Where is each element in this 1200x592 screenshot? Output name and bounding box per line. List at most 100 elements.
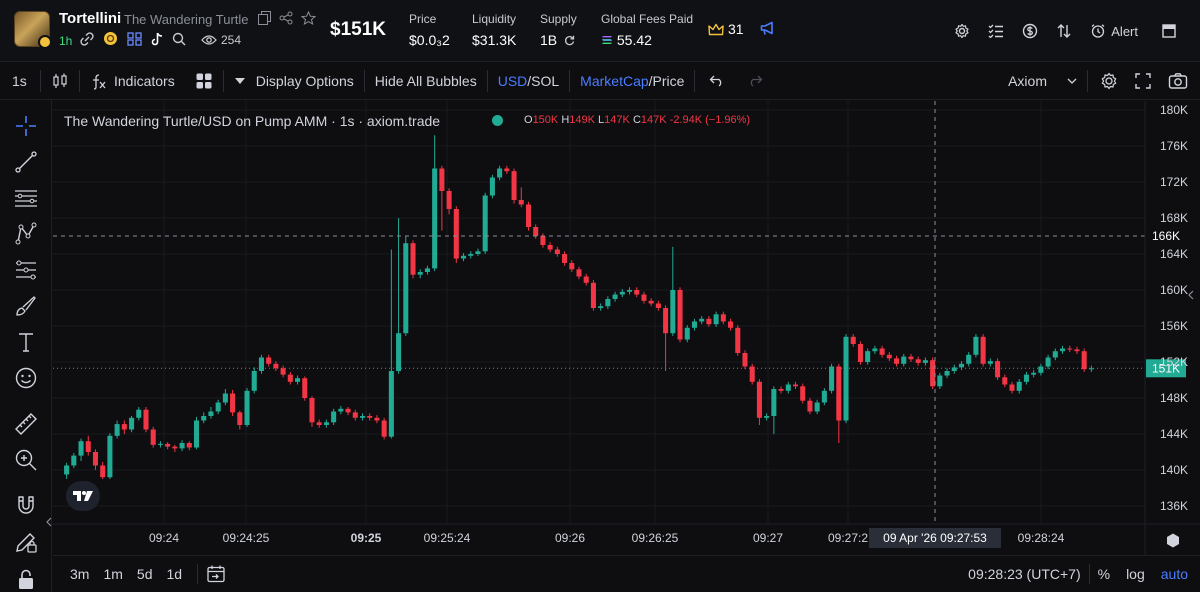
swap-arrows-icon[interactable] [1056, 23, 1072, 39]
fib-tool[interactable] [13, 257, 39, 283]
pump-coin-icon[interactable] [103, 31, 118, 46]
log-toggle[interactable]: log [1126, 566, 1145, 582]
ruler-tool[interactable] [13, 411, 39, 437]
metric-price[interactable]: Price [652, 72, 685, 89]
crosshair-price-tag [1146, 227, 1186, 245]
dollar-coin-icon[interactable] [1022, 23, 1038, 39]
stat-liquidity-value: $31.3K [472, 32, 517, 48]
candle-body [222, 393, 228, 403]
token-age: 1h [59, 34, 73, 48]
candle-body [352, 412, 358, 418]
header-actions: Alert [954, 20, 1200, 42]
redo-button[interactable] [739, 62, 771, 100]
display-options-button[interactable]: Display Options [224, 62, 364, 100]
fullscreen-button[interactable] [1126, 62, 1160, 100]
candle-body [388, 371, 394, 437]
settings-icon[interactable] [954, 23, 970, 39]
view-count-value: 254 [221, 33, 242, 47]
chart-type-button[interactable] [41, 62, 79, 100]
crown-badge[interactable]: 31 [708, 21, 744, 37]
metric-marketcap[interactable]: MarketCap [580, 72, 649, 89]
interval-button[interactable]: 1s [12, 72, 27, 89]
text-tool[interactable] [13, 329, 39, 355]
window-icon[interactable] [1162, 24, 1176, 38]
lock-drawings-tool[interactable] [13, 529, 39, 555]
copy-icon[interactable] [258, 11, 271, 25]
clock-timezone[interactable]: 09:28:23 (UTC+7) [968, 566, 1081, 582]
bundle-icon[interactable] [127, 31, 142, 46]
provider-select[interactable]: Axiom [998, 62, 1087, 100]
currency-toggle[interactable]: USD / SOL [488, 62, 569, 100]
x-tick-label: 09:27:2 [828, 531, 868, 545]
alert-button[interactable]: Alert [1090, 23, 1138, 39]
lock-tool[interactable] [13, 566, 39, 592]
refresh-icon[interactable] [564, 35, 575, 46]
share-icon[interactable] [279, 11, 293, 25]
currency-sol[interactable]: SOL [531, 72, 560, 89]
zoom-tool[interactable] [13, 447, 39, 473]
megaphone-icon[interactable] [760, 21, 776, 36]
token-name[interactable]: The Wandering Turtle [124, 12, 249, 27]
hide-bubbles-button[interactable]: Hide All Bubbles [374, 72, 477, 89]
candle-body [735, 327, 741, 353]
candle-body [1067, 348, 1073, 350]
crosshair-tool[interactable] [13, 113, 39, 139]
range-5d[interactable]: 5d [136, 566, 153, 582]
percent-toggle[interactable]: % [1097, 566, 1111, 582]
candle-body [432, 168, 438, 269]
stat-fees-value: 55.42 [616, 32, 652, 48]
y-tick-label: 160K [1160, 283, 1188, 297]
screenshot-button[interactable] [1160, 62, 1200, 100]
crosshair-layer: 151K 166K 09 Apr '26 09:27:53 [53, 101, 1194, 548]
candle-body [807, 400, 813, 412]
token-avatar[interactable] [14, 11, 52, 49]
chart-grid [53, 101, 1145, 524]
y-tick-label: 136K [1160, 499, 1188, 513]
link-icon[interactable] [80, 31, 94, 46]
candle-body [136, 409, 142, 418]
candle-body [1059, 348, 1066, 352]
ohlc-o-label: O [524, 114, 533, 126]
candle-body [244, 390, 250, 425]
divider [694, 69, 696, 92]
chart-settings-button[interactable] [1088, 62, 1126, 100]
range-1m[interactable]: 1m [103, 566, 123, 582]
candle-body [800, 386, 806, 401]
pattern-tool[interactable] [13, 221, 39, 247]
y-tick-label: 172K [1160, 175, 1188, 189]
auto-toggle[interactable]: auto [1160, 566, 1188, 582]
undo-button[interactable] [695, 62, 739, 100]
y-tick-label: 168K [1160, 211, 1188, 225]
emoji-tool[interactable] [13, 365, 39, 391]
tradingview-logo[interactable] [66, 481, 100, 511]
currency-usd[interactable]: USD [497, 72, 528, 89]
token-symbol[interactable]: Tortellini [59, 10, 122, 27]
collapse-left-icon[interactable] [46, 517, 52, 527]
ruler-icon [15, 413, 37, 435]
brush-tool[interactable] [13, 293, 39, 319]
price-chart[interactable]: 151K 166K 09 Apr '26 09:27:53 180K 176K 172K… [53, 101, 1200, 555]
goto-date-icon[interactable] [206, 564, 226, 584]
candle-body [691, 321, 697, 328]
trendline-tool[interactable] [13, 149, 39, 175]
divider [79, 69, 80, 92]
x-tick-label: 09:26 [555, 531, 585, 545]
range-3m[interactable]: 3m [70, 566, 90, 582]
indicators-button[interactable]: Indicators [80, 62, 185, 100]
search-icon[interactable] [172, 32, 186, 46]
tiktok-icon[interactable] [151, 32, 163, 46]
candle-body [598, 306, 604, 308]
range-1d[interactable]: 1d [166, 566, 183, 582]
candle-body [894, 358, 900, 364]
magnet-tool[interactable] [13, 493, 39, 519]
checklist-icon[interactable] [988, 24, 1004, 38]
layouts-button[interactable] [185, 62, 223, 100]
metric-toggle[interactable]: MarketCap / Price [570, 62, 694, 100]
horizontal-lines-tool[interactable] [13, 185, 39, 211]
pattern-icon [15, 222, 37, 245]
candle-body [165, 443, 171, 447]
star-icon[interactable] [301, 11, 316, 25]
candle-body [987, 361, 993, 364]
candle-body [562, 254, 568, 263]
candle-body [251, 371, 257, 391]
